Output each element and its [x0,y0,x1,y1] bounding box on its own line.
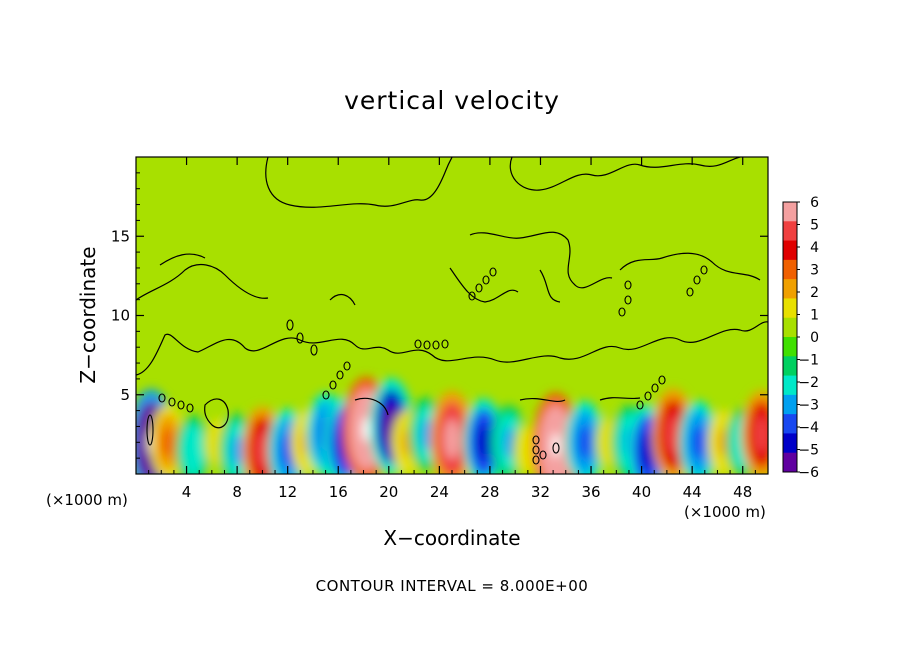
heatmap-cell-core [640,430,656,470]
y-tick-label: 15 [111,227,130,245]
x-tick-label: 32 [531,483,550,501]
colorbar-label: 6 [810,195,819,211]
contour-small-loops [146,265,708,465]
colorbar-swatch [783,356,797,377]
colorbar-swatch [783,375,797,396]
y-axis-label: Z−coordinate [76,246,100,384]
colorbar-label: 4 [810,240,819,256]
x-tick-label: 8 [232,483,242,501]
colorbar: 6 5 4 3 2 1 0 −1 −2 −3 −4 −5 −6 [782,195,819,481]
x-unit-label-left: (×1000 m) [46,491,128,509]
colorbar-label: 0 [810,330,819,346]
x-tick-label: 28 [480,483,499,501]
colorbar-swatch [783,337,797,357]
heatmap-cell-core [754,415,768,453]
y-tick-label: 10 [111,307,130,325]
colorbar-swatch [783,298,797,319]
heatmap-cell-core [186,435,199,465]
contour-lines [136,157,768,429]
heatmap-cell-core [522,437,534,464]
x-tick-label: 44 [683,483,702,501]
colorbar-swatch [783,452,797,473]
colorbar-label: 3 [810,263,819,279]
contour-interval-note: CONTOUR INTERVAL = 8.000E+00 [315,577,589,595]
colorbar-swatch [783,433,797,454]
heatmap-cell-core [420,418,434,451]
heatmap-cell-core [691,424,706,460]
y-axis: 5 10 15 [111,172,768,459]
x-tick-label: 24 [430,483,449,501]
x-tick-label: 48 [733,483,752,501]
colorbar-label: −4 [798,420,819,436]
colorbar-label: −6 [798,465,819,481]
heatmap-cell-core [161,426,174,458]
x-axis-label: X−coordinate [383,526,521,550]
heatmap-cell-peak [362,417,370,442]
heatmap-cell-core [577,424,592,460]
colorbar-swatch [783,259,797,280]
heatmap-cell-core [502,426,516,458]
heatmap-cell-core [444,418,460,460]
x-tick-label: 40 [632,483,651,501]
colorbar-label: −5 [798,443,819,459]
x-tick-label: 36 [581,483,600,501]
colorbar-swatch [783,394,797,415]
x-tick-label: 16 [329,483,348,501]
colorbar-label: 2 [810,285,819,301]
heatmap-cell-core [230,434,244,466]
colorbar-label: −2 [798,375,819,391]
x-axis: 4 8 12 16 20 24 28 32 36 40 44 48 [148,157,756,501]
heatmap-cell-core [665,414,681,454]
colorbar-swatch [783,202,797,222]
colorbar-swatch [783,317,797,338]
y-tick-label: 5 [120,386,130,404]
colorbar-swatch [783,414,797,434]
x-tick-label: 12 [278,483,297,501]
x-tick-label: 4 [182,483,192,501]
colorbar-label: −1 [798,353,819,369]
colorbar-swatch [783,240,797,261]
colorbar-label: −3 [798,398,819,414]
colorbar-swatch [783,221,797,242]
heatmap-cell-core [476,423,491,461]
heatmap-cell-core [255,431,270,469]
x-tick-label: 20 [379,483,398,501]
chart-title: vertical velocity [344,86,560,115]
colorbar-label: 5 [810,218,819,234]
x-unit-label-right: (×1000 m) [684,503,766,521]
colorbar-label: 1 [810,308,819,324]
colorbar-swatch [783,279,797,299]
